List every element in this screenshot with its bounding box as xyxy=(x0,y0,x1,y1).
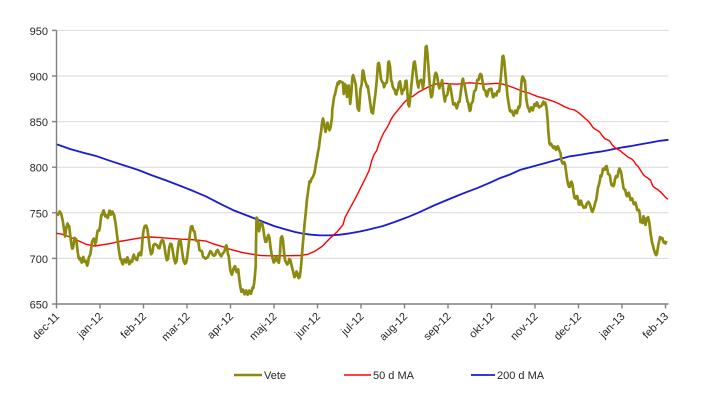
svg-text:okt-12: okt-12 xyxy=(467,311,497,341)
svg-text:sep-12: sep-12 xyxy=(421,311,453,343)
svg-text:50 d MA: 50 d MA xyxy=(373,370,415,382)
svg-text:200 d MA: 200 d MA xyxy=(497,370,545,382)
svg-text:jun-12: jun-12 xyxy=(292,311,323,342)
svg-text:jan-12: jan-12 xyxy=(75,311,106,342)
svg-text:dec-12: dec-12 xyxy=(552,311,584,343)
svg-text:apr-12: apr-12 xyxy=(205,311,236,342)
svg-text:650: 650 xyxy=(30,300,48,312)
svg-text:700: 700 xyxy=(30,254,48,266)
svg-text:nov-12: nov-12 xyxy=(508,311,540,343)
svg-text:feb-13: feb-13 xyxy=(641,311,672,342)
svg-text:Vete: Vete xyxy=(264,370,286,382)
svg-text:900: 900 xyxy=(30,72,48,84)
svg-text:750: 750 xyxy=(30,208,48,220)
svg-text:jan-13: jan-13 xyxy=(597,311,628,342)
svg-text:jul-12: jul-12 xyxy=(338,311,366,339)
svg-text:dec-11: dec-11 xyxy=(30,311,62,343)
svg-text:800: 800 xyxy=(30,163,48,175)
svg-text:mar-12: mar-12 xyxy=(159,311,192,344)
svg-text:850: 850 xyxy=(30,117,48,129)
svg-text:aug-12: aug-12 xyxy=(377,311,410,344)
svg-text:maj-12: maj-12 xyxy=(247,311,279,343)
svg-text:feb-12: feb-12 xyxy=(119,311,150,342)
svg-text:950: 950 xyxy=(30,26,48,38)
